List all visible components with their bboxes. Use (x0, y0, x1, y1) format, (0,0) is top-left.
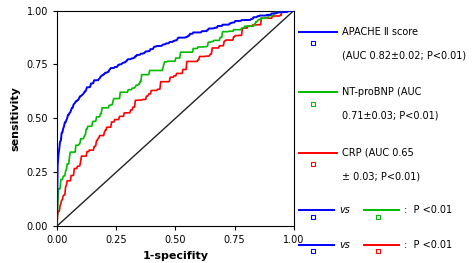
Text: NT-proBNP (AUC: NT-proBNP (AUC (342, 87, 422, 97)
Text: ± 0.03; P<0.01): ± 0.03; P<0.01) (342, 171, 420, 181)
X-axis label: 1-specifity: 1-specifity (142, 251, 209, 261)
Text: APACHE Ⅱ score: APACHE Ⅱ score (342, 27, 419, 37)
Y-axis label: sensitivity: sensitivity (11, 86, 21, 151)
Text: CRP (AUC 0.65: CRP (AUC 0.65 (342, 148, 414, 158)
Text: vs: vs (339, 240, 350, 250)
Text: 0.71±0.03; P<0.01): 0.71±0.03; P<0.01) (342, 111, 439, 121)
Text: :  P <0.01: : P <0.01 (404, 205, 452, 215)
Text: (AUC 0.82±0.02; P<0.01): (AUC 0.82±0.02; P<0.01) (342, 50, 466, 60)
Text: :  P <0.01: : P <0.01 (404, 240, 452, 250)
Text: vs: vs (339, 205, 350, 215)
